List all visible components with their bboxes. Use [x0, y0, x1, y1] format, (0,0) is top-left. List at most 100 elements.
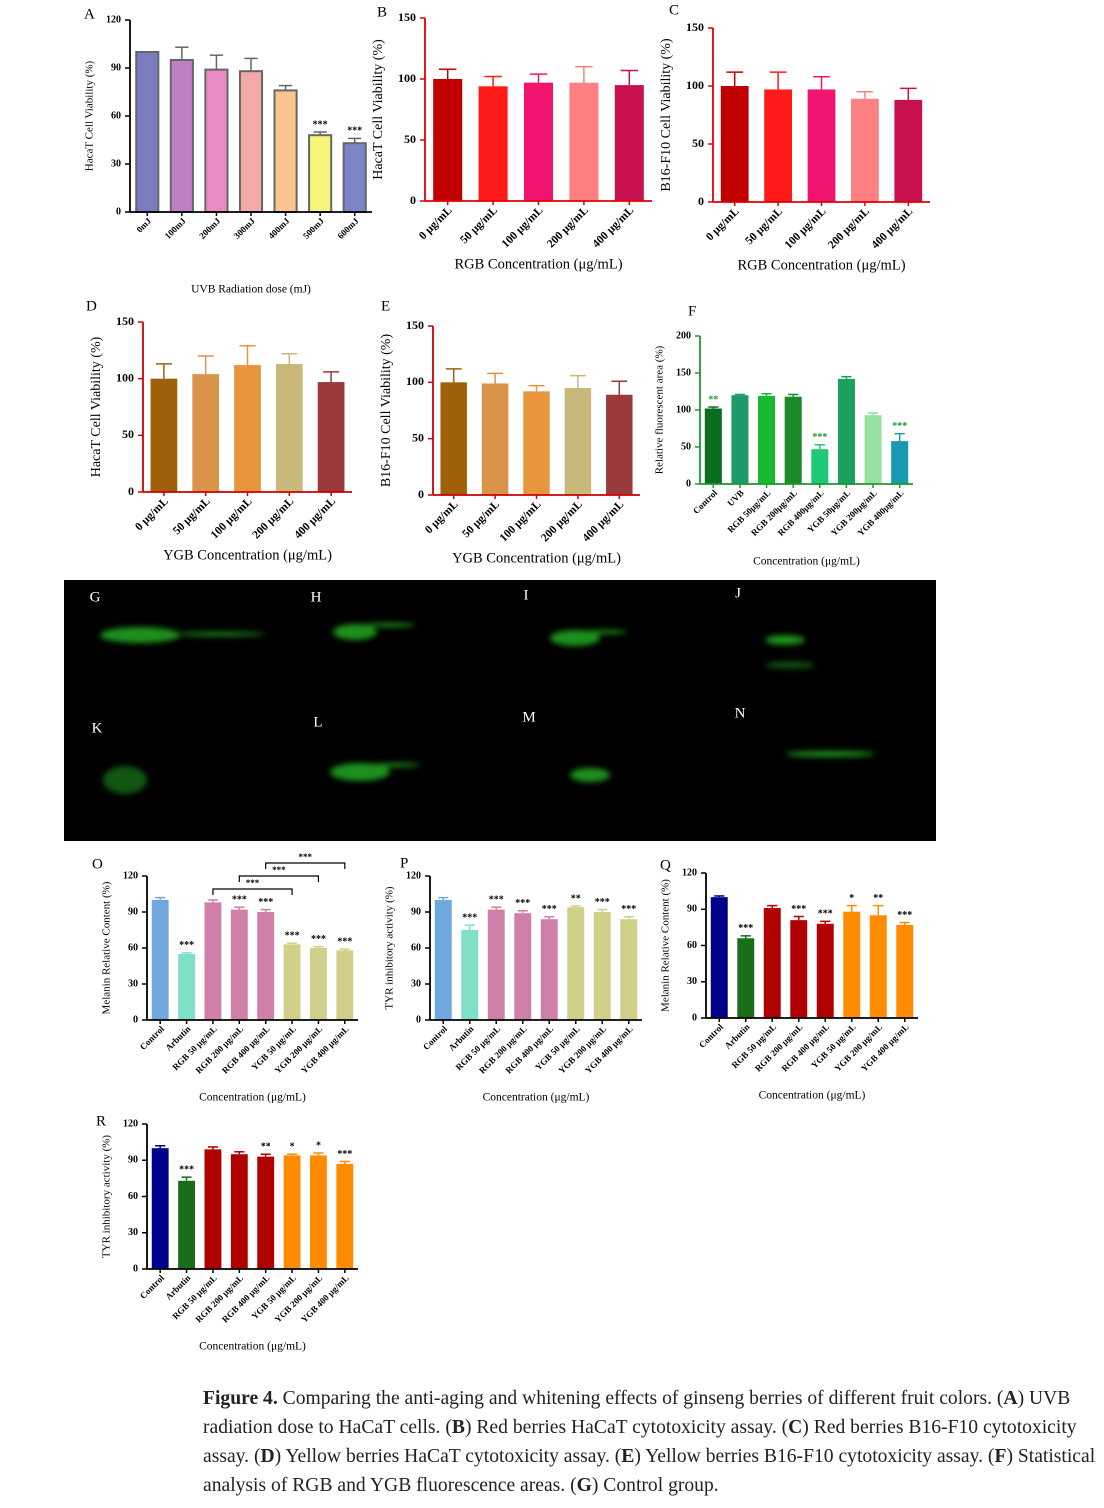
image-label: N — [735, 705, 746, 721]
significance-label: *** — [738, 923, 753, 934]
caption-label: Figure 4. — [203, 1388, 278, 1409]
bar — [135, 51, 160, 213]
y-tick-label: 30 — [128, 1227, 138, 1238]
bar — [569, 82, 599, 201]
y-tick-label: 90 — [111, 62, 121, 73]
bar — [790, 920, 808, 1018]
x-tick-label: 200mJ — [197, 215, 222, 240]
y-tick-label: 50 — [404, 132, 416, 146]
bar — [309, 1155, 327, 1269]
y-tick-label: 50 — [692, 136, 704, 150]
x-tick-label: 50 μg/mL — [460, 498, 502, 540]
significance-label: *** — [313, 119, 328, 130]
bar — [434, 900, 452, 1020]
bar — [807, 89, 836, 202]
bar — [309, 948, 327, 1020]
bar — [230, 909, 248, 1020]
bar — [257, 912, 275, 1020]
caption-text: F — [994, 1446, 1007, 1467]
bar — [784, 396, 802, 484]
image-label: K — [92, 720, 103, 736]
bar — [178, 954, 196, 1020]
y-tick-label: 30 — [128, 978, 138, 989]
y-axis-label: B16-F10 Cell Viability (%) — [659, 38, 674, 192]
bar — [567, 907, 585, 1020]
fluorescence-panel — [64, 580, 936, 841]
x-tick-label: 50 μg/mL — [458, 204, 500, 246]
y-tick-label: 90 — [128, 906, 138, 917]
x-tick-label: 0 μg/mL — [417, 204, 455, 242]
bar — [710, 897, 728, 1018]
y-tick-label: 150 — [676, 367, 691, 378]
x-tick-label: UVB — [725, 488, 746, 509]
y-tick-label: 30 — [411, 978, 421, 989]
y-tick-label: 30 — [111, 158, 121, 169]
x-axis-label: Concentration (μg/mL) — [753, 556, 860, 568]
bar — [816, 923, 834, 1018]
y-tick-label: 60 — [687, 940, 697, 951]
caption-text: ) Yellow berries B16-F10 cytotoxicity as… — [634, 1446, 995, 1467]
bar — [811, 449, 829, 484]
bar — [178, 1180, 196, 1269]
y-tick-label: 30 — [687, 976, 697, 987]
y-tick-label: 150 — [406, 318, 424, 332]
y-tick-label: 90 — [411, 906, 421, 917]
bar — [336, 1163, 354, 1269]
y-axis-label: TYR inhibitory activity (%) — [384, 886, 396, 1009]
bar — [864, 415, 882, 484]
bar — [620, 919, 638, 1020]
image-label: I — [524, 587, 529, 603]
x-tick-label: 200 μg/mL — [539, 498, 585, 544]
x-tick-label: YGB 400 μg/mL — [299, 1024, 351, 1076]
y-tick-label: 120 — [106, 14, 121, 25]
y-tick-label: 0 — [418, 487, 424, 501]
x-tick-label: Control — [697, 1021, 726, 1050]
x-tick-label: 400 μg/mL — [590, 204, 636, 250]
significance-label: * — [849, 893, 854, 904]
significance-label: *** — [489, 894, 504, 905]
x-axis-label: RGB Concentration (μg/mL) — [737, 257, 905, 273]
significance-label: *** — [812, 432, 827, 443]
y-tick-label: 60 — [411, 942, 421, 953]
y-tick-label: 0 — [116, 206, 121, 217]
significance-label: *** — [232, 894, 247, 905]
bar — [192, 374, 220, 492]
bar — [283, 1155, 301, 1269]
bar — [478, 86, 508, 201]
panel-label: A — [84, 6, 95, 22]
significance-label: *** — [595, 897, 610, 908]
bar — [896, 924, 914, 1018]
panel-label: F — [688, 303, 696, 319]
x-axis-label: Concentration (μg/mL) — [199, 1341, 306, 1353]
bar — [204, 902, 222, 1020]
caption-text: ) UVB radiation dose to HaCaT cells. ( — [203, 1388, 1071, 1438]
significance-label: *** — [897, 910, 912, 921]
significance-bracket — [212, 888, 293, 895]
y-tick-label: 150 — [686, 20, 704, 34]
x-tick-label: 400 μg/mL — [580, 498, 626, 544]
bar — [433, 79, 463, 201]
fish-images — [100, 623, 875, 794]
significance-label: *** — [347, 126, 362, 137]
panel-label: P — [400, 855, 408, 871]
bar — [238, 70, 264, 213]
x-tick-label: 200 μg/mL — [250, 495, 296, 541]
significance-label: *** — [818, 909, 833, 920]
x-tick-label: 200 μg/mL — [545, 204, 591, 250]
bar — [440, 382, 467, 495]
significance-label: *** — [337, 1149, 352, 1160]
significance-label: *** — [337, 936, 352, 947]
x-axis-label: YGB Concentration (μg/mL) — [163, 547, 332, 563]
bar — [204, 1149, 222, 1269]
x-tick-label: 100 μg/mL — [209, 495, 255, 541]
y-tick-label: 50 — [122, 427, 134, 441]
significance-label: * — [316, 1140, 321, 1151]
caption-text: E — [621, 1446, 635, 1467]
bar — [230, 1154, 248, 1269]
y-tick-label: 100 — [676, 404, 691, 415]
bar-chart: A 0 30 60 90 120 0mJ 100mJ 200mJ 300mJ 400mJ *** 500… — [84, 6, 372, 296]
significance-label: *** — [542, 904, 557, 915]
